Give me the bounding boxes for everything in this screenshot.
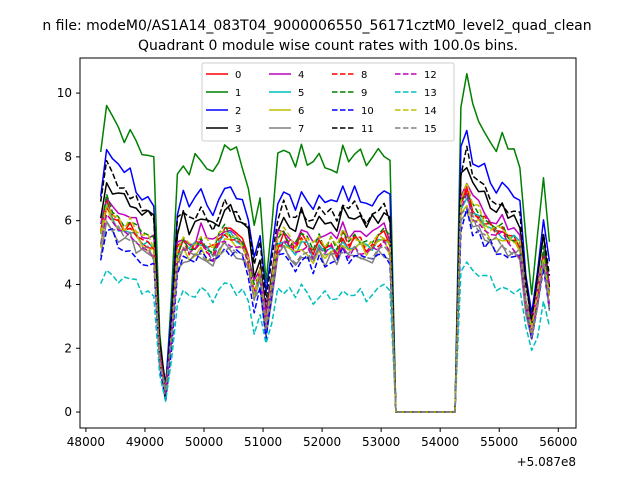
legend-label-13: 13: [424, 88, 437, 99]
legend-frame: [201, 62, 455, 142]
x-tick-label: 51000: [244, 435, 282, 449]
legend-label-8: 8: [361, 70, 367, 81]
series-line-13: [100, 261, 551, 413]
y-tick-label: 4: [64, 277, 72, 291]
legend-label-6: 6: [298, 106, 304, 117]
legend-label-3: 3: [235, 124, 241, 135]
y-tick-label: 8: [64, 150, 72, 164]
x-tick-label: 56000: [539, 435, 577, 449]
legend-label-4: 4: [298, 70, 304, 81]
y-tick-label: 0: [64, 405, 72, 419]
x-offset-label: +5.087e8: [517, 455, 576, 469]
y-tick-label: 2: [64, 341, 72, 355]
x-tick-label: 54000: [421, 435, 459, 449]
legend-label-15: 15: [424, 124, 437, 135]
legend-label-11: 11: [361, 124, 374, 135]
x-tick-label: 48000: [67, 435, 105, 449]
x-tick-label: 50000: [185, 435, 223, 449]
x-tick-label: 53000: [362, 435, 400, 449]
series-line-15: [99, 206, 551, 413]
legend-label-2: 2: [235, 106, 241, 117]
legend-label-0: 0: [235, 70, 241, 81]
legend-label-14: 14: [424, 106, 437, 117]
x-axis: 48000 49000 50000 51000 52000 53000 54000 55000…: [67, 428, 577, 449]
legend-label-1: 1: [235, 88, 241, 99]
legend-label-5: 5: [298, 88, 304, 99]
x-tick-label: 49000: [126, 435, 164, 449]
legend-label-9: 9: [361, 88, 367, 99]
y-axis: 0 2 4 6 8 10: [57, 86, 80, 419]
y-tick-label: 10: [57, 86, 72, 100]
chart-title: Quadrant 0 module wise count rates with …: [138, 38, 518, 54]
legend-label-12: 12: [424, 70, 437, 81]
legend-label-7: 7: [298, 124, 304, 135]
legend-label-10: 10: [361, 106, 374, 117]
x-tick-label: 55000: [480, 435, 518, 449]
x-tick-label: 52000: [303, 435, 341, 449]
y-tick-label: 6: [64, 214, 72, 228]
series-line-1: [99, 72, 551, 413]
figure-suptitle: n file: modeM0/AS1A14_083T04_9000006550_…: [42, 18, 591, 34]
series-layer: [99, 72, 551, 413]
series-line-11: [99, 145, 551, 413]
plot-frame: [79, 57, 577, 429]
